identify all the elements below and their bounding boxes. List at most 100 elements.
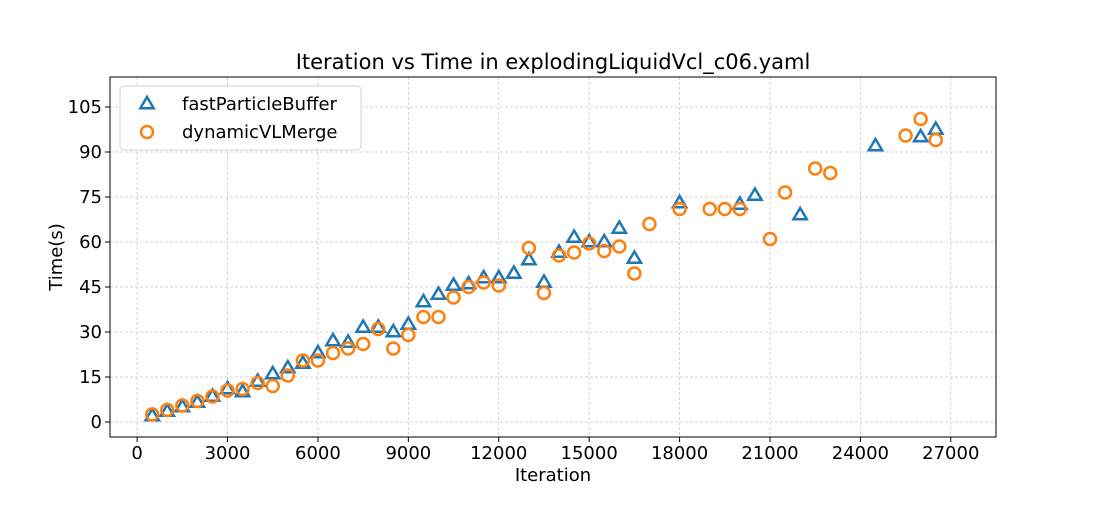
- legend-circle-icon: [139, 124, 155, 140]
- data-point: [309, 343, 327, 359]
- x-tick-label: 3000: [205, 443, 251, 464]
- y-tick-label: 30: [79, 322, 102, 343]
- data-point: [762, 231, 778, 247]
- data-point: [612, 239, 627, 254]
- x-tick-label: 24000: [832, 443, 889, 464]
- data-point: [370, 321, 386, 337]
- legend-triangle-icon: [138, 94, 156, 110]
- series-fastParticleBuffer: [143, 120, 945, 422]
- data-point: [566, 245, 582, 260]
- data-point: [175, 398, 190, 413]
- data-point: [520, 250, 538, 266]
- y-tick-label: 105: [68, 97, 102, 118]
- x-tick-label: 0: [131, 443, 142, 464]
- data-point: [717, 201, 733, 217]
- data-point: [898, 128, 913, 143]
- data-point: [369, 318, 388, 333]
- data-point: [489, 268, 508, 284]
- data-point: [732, 201, 748, 217]
- data-point: [386, 341, 401, 356]
- data-point: [491, 278, 507, 293]
- x-tick-label: 21000: [741, 443, 798, 464]
- data-point: [565, 228, 583, 243]
- x-tick-label: 6000: [295, 443, 341, 464]
- data-point: [205, 389, 220, 404]
- data-point: [414, 292, 433, 308]
- y-tick-label: 15: [79, 367, 102, 388]
- y-tick-label: 45: [79, 277, 102, 298]
- data-point: [670, 193, 689, 209]
- data-point: [429, 285, 448, 300]
- data-point: [596, 243, 612, 259]
- data-point: [220, 383, 235, 398]
- data-point: [580, 232, 599, 248]
- axis-ticks: 0 3000 6000 9000 12000 15000 18000 21000 24000 27…: [68, 97, 980, 464]
- data-point: [144, 407, 160, 422]
- chart-title: Iteration vs Time in explodingLiquidVcl_…: [296, 50, 811, 75]
- data-point: [926, 120, 945, 135]
- data-point: [250, 375, 265, 391]
- data-point: [535, 273, 553, 288]
- legend-marker-fastParticleBuffer: [138, 94, 156, 110]
- data-point: [581, 236, 597, 251]
- data-point: [521, 240, 537, 256]
- data-point: [823, 165, 838, 181]
- data-point: [913, 111, 928, 127]
- data-point: [911, 127, 930, 143]
- x-tick-label: 27000: [922, 443, 979, 464]
- data-point: [265, 378, 280, 394]
- data-point: [384, 322, 403, 338]
- data-point: [672, 201, 687, 217]
- data-point: [807, 161, 823, 176]
- data-point: [746, 186, 764, 201]
- legend-marker-dynamicVLMerge: [139, 124, 155, 140]
- data-point: [355, 336, 371, 352]
- y-tick-label: 60: [79, 232, 102, 253]
- data-point: [444, 276, 463, 291]
- x-tick-label: 15000: [561, 443, 618, 464]
- x-tick-label: 12000: [470, 443, 527, 464]
- data-point: [340, 341, 356, 356]
- data-point: [446, 290, 461, 305]
- data-point: [504, 264, 523, 279]
- data-point: [280, 368, 296, 383]
- data-point: [235, 381, 250, 397]
- data-point: [642, 216, 657, 232]
- series-dynamicVLMerge: [144, 111, 943, 422]
- data-point: [248, 372, 267, 387]
- plot-frame: [109, 76, 997, 438]
- data-point: [536, 285, 552, 301]
- data-point: [461, 279, 476, 295]
- data-point: [610, 219, 629, 234]
- data-point: [190, 393, 205, 409]
- data-point: [295, 353, 311, 368]
- y-axis-title: Time(s): [46, 223, 67, 291]
- x-tick-label: 9000: [385, 443, 431, 464]
- data-point: [310, 353, 326, 368]
- x-tick-label: 18000: [651, 443, 708, 464]
- data-point: [416, 309, 431, 325]
- data-point: [203, 387, 222, 402]
- data-point: [627, 266, 642, 281]
- legend: fastParticleBuffer dynamicVLMerge: [119, 85, 362, 151]
- data-point: [702, 201, 717, 217]
- data-point: [476, 275, 491, 290]
- x-axis-title: Iteration: [515, 465, 591, 486]
- data-point: [339, 333, 357, 348]
- data-point: [866, 136, 885, 152]
- data-point: [928, 132, 943, 148]
- data-point: [625, 249, 644, 264]
- y-tick-label: 0: [91, 412, 102, 433]
- data-point: [324, 331, 342, 347]
- data-point: [777, 185, 793, 200]
- data-point: [278, 358, 297, 374]
- legend-label-fastParticleBuffer: fastParticleBuffer: [182, 94, 338, 115]
- data-point: [354, 318, 372, 333]
- data-point: [791, 205, 809, 221]
- data-point: [218, 379, 237, 395]
- data-points: [143, 111, 945, 422]
- y-tick-label: 90: [79, 142, 102, 163]
- legend-box: [119, 85, 362, 151]
- data-point: [325, 345, 341, 361]
